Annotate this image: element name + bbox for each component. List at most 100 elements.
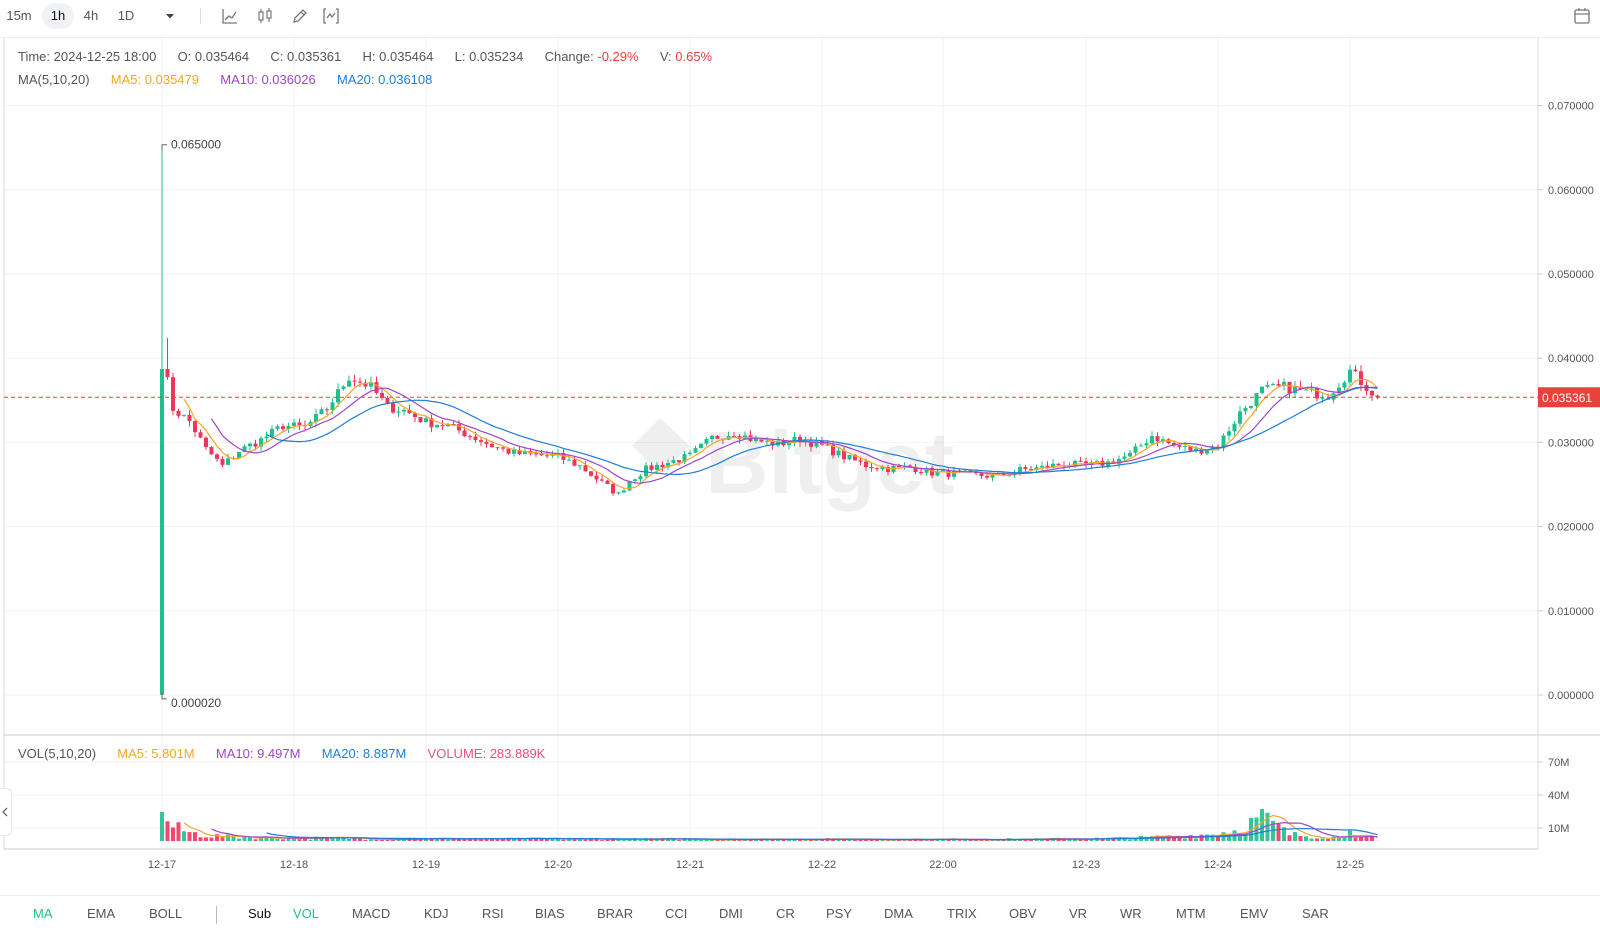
timeframe-4h-button[interactable]: 4h: [77, 3, 105, 29]
ma20-label: MA20:: [337, 72, 375, 87]
candle-body: [298, 422, 302, 425]
candle-body: [507, 449, 511, 454]
indicator-wr[interactable]: WR: [1120, 906, 1142, 921]
candle-body: [457, 424, 461, 430]
volume-bar: [358, 838, 362, 841]
candle-body: [463, 430, 467, 436]
volume-bar: [600, 840, 604, 841]
candle-body: [672, 460, 676, 463]
indicator-cci[interactable]: CCI: [665, 906, 687, 921]
timeframe-1h-button[interactable]: 1h: [42, 3, 74, 29]
candle-body: [490, 444, 494, 447]
volume-bar: [171, 827, 175, 841]
candle-body: [1145, 443, 1149, 445]
candle-body: [694, 448, 698, 453]
indicator-mtm[interactable]: MTM: [1176, 906, 1206, 921]
indicator-ma[interactable]: MA: [33, 906, 53, 921]
indicator-cr[interactable]: CR: [776, 906, 795, 921]
collapse-handle[interactable]: [0, 788, 12, 836]
indicator-rsi[interactable]: RSI: [482, 906, 504, 921]
price-tick-label: 0.060000: [1548, 185, 1594, 197]
pencil-icon[interactable]: [290, 6, 310, 26]
candle-body: [595, 476, 599, 480]
volume-bar: [688, 839, 692, 841]
volume-bar: [226, 834, 230, 841]
ma10-label: MA10:: [220, 72, 258, 87]
candle-body: [567, 460, 571, 461]
volume-bar: [1321, 839, 1325, 841]
candle-body: [606, 481, 610, 484]
candle-body: [1354, 370, 1358, 372]
volume-bar: [523, 840, 527, 841]
candle-body: [199, 432, 203, 437]
volume-bar: [699, 840, 703, 841]
candle-body: [1260, 387, 1264, 393]
price-tick-label: 0.050000: [1548, 269, 1594, 281]
volume-bar: [276, 839, 280, 841]
low-value: 0.035234: [469, 49, 523, 64]
price-tick-label: 0.070000: [1548, 101, 1594, 113]
candle-body: [1233, 424, 1237, 432]
line-chart-icon[interactable]: [220, 6, 240, 26]
volume-bar: [1205, 834, 1209, 841]
indicator-boll[interactable]: BOLL: [149, 906, 182, 921]
candle-body: [248, 444, 252, 447]
indicator-bias[interactable]: BIAS: [535, 906, 565, 921]
candle-body: [859, 460, 863, 461]
indicator-ema[interactable]: EMA: [87, 906, 115, 921]
volume-bar: [347, 839, 351, 841]
candle-body: [485, 442, 489, 444]
indicator-dma[interactable]: DMA: [884, 906, 913, 921]
candle-body: [1249, 406, 1253, 408]
volume-label: VOLUME:: [428, 746, 487, 761]
candle-body: [644, 465, 648, 476]
candle-body: [496, 447, 500, 448]
volume-bar: [210, 838, 214, 841]
candle-body: [716, 436, 720, 439]
candle-body: [1244, 408, 1248, 411]
indicator-dmi[interactable]: DMI: [719, 906, 743, 921]
indicator-sar[interactable]: SAR: [1302, 906, 1329, 921]
volume-bar: [248, 837, 252, 841]
candle-body: [342, 387, 346, 390]
candle-body: [375, 382, 379, 393]
volume-info: VOL(5,10,20) MA5: 5.801M MA10: 9.497M MA…: [18, 746, 545, 761]
volume-bar: [842, 840, 846, 841]
volume-bar: [1293, 832, 1297, 841]
timeframe-15m-button[interactable]: 15m: [2, 3, 36, 29]
candle-body: [254, 444, 258, 447]
indicator-vr[interactable]: VR: [1069, 906, 1087, 921]
indicator-trix[interactable]: TRIX: [947, 906, 977, 921]
candlestick-chart[interactable]: Bitget0.0700000.0600000.0500000.0400000.…: [0, 38, 1600, 895]
indicator-vol[interactable]: VOL: [293, 906, 319, 921]
calendar-icon[interactable]: [1572, 6, 1592, 26]
candle-body: [1123, 456, 1127, 458]
chevron-down-icon[interactable]: [160, 6, 180, 26]
candle-body: [534, 453, 538, 454]
indicator-brar[interactable]: BRAR: [597, 906, 633, 921]
candle-body: [1359, 371, 1363, 385]
candle-body: [1238, 411, 1242, 423]
vol-ma5-label: MA5:: [117, 746, 147, 761]
volume-bar: [199, 837, 203, 841]
candle-body: [600, 479, 604, 480]
change-value: -0.29%: [597, 49, 638, 64]
candle-body: [639, 476, 643, 479]
volume-bar: [1326, 839, 1330, 841]
indicator-macd[interactable]: MACD: [352, 906, 390, 921]
indicator-icon[interactable]: [321, 6, 341, 26]
high-label: H:: [363, 49, 376, 64]
indicator-kdj[interactable]: KDJ: [424, 906, 449, 921]
indicator-emv[interactable]: EMV: [1240, 906, 1268, 921]
candle-chart-icon[interactable]: [255, 6, 275, 26]
volume-bar: [1128, 840, 1132, 841]
candle-body: [633, 479, 637, 481]
candle-body: [512, 450, 516, 454]
timeframe-1d-button[interactable]: 1D: [111, 3, 141, 29]
candle-body: [985, 476, 989, 478]
indicator-psy[interactable]: PSY: [826, 906, 852, 921]
indicator-obv[interactable]: OBV: [1009, 906, 1036, 921]
vol-ma20-value: 8.887M: [363, 746, 406, 761]
candle-body: [611, 484, 615, 493]
candle-body: [270, 429, 274, 437]
